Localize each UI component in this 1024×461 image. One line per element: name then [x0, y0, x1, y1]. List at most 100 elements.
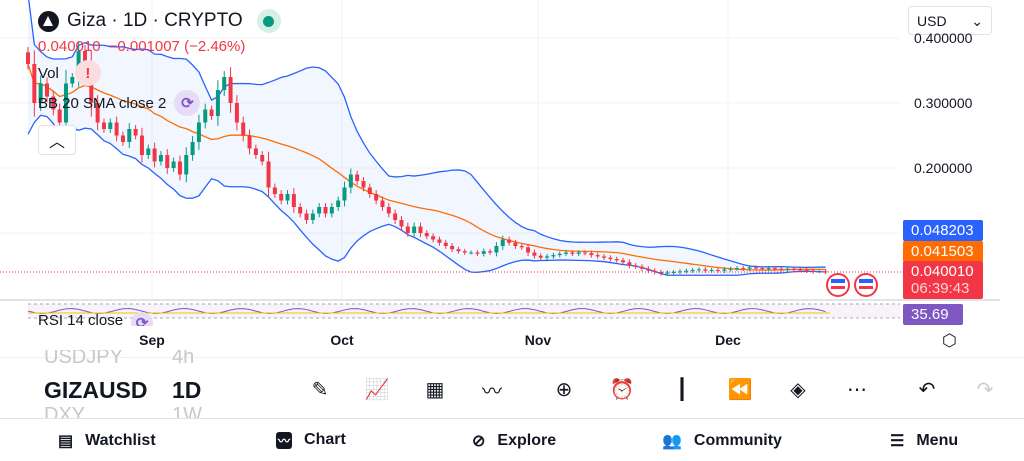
- candle: [209, 109, 214, 116]
- candle: [146, 148, 151, 155]
- candle: [791, 268, 796, 270]
- collapse-legend-button[interactable]: ︿: [38, 125, 76, 155]
- nav-chart[interactable]: 〰 Chart: [276, 431, 346, 449]
- indicators-icon[interactable]: 📈: [364, 378, 390, 401]
- x-tick: Sep: [139, 332, 165, 348]
- us-flag-icon: [859, 286, 873, 289]
- candle: [342, 187, 347, 201]
- candle: [386, 207, 391, 214]
- nav-menu[interactable]: ☰ Menu: [890, 431, 958, 451]
- x-tick: Dec: [715, 332, 741, 348]
- draw-icon[interactable]: ✎: [311, 378, 329, 401]
- candle: [82, 51, 87, 64]
- current-interval: 1D: [172, 377, 202, 403]
- more-icon[interactable]: ⋯: [847, 378, 867, 401]
- templates-icon[interactable]: ▦: [425, 378, 445, 401]
- candle: [57, 109, 62, 123]
- add-icon[interactable]: ⊕: [555, 378, 573, 401]
- nav-explore[interactable]: ⊘ Explore: [472, 431, 556, 451]
- candle: [418, 226, 423, 233]
- market-status-icon: [256, 9, 281, 33]
- candle: [709, 270, 714, 272]
- bb-upper-line: [28, 0, 826, 269]
- refresh-icon[interactable]: ⟳: [131, 312, 154, 326]
- indicator-bb[interactable]: BB 20 SMA close 2 ⟳: [38, 90, 201, 116]
- candle: [810, 270, 815, 272]
- giza-logo-icon: [38, 10, 59, 32]
- candle: [190, 142, 195, 155]
- candle: [576, 252, 581, 254]
- menu-icon: ☰: [890, 433, 905, 450]
- candle: [51, 96, 56, 110]
- replay-icon[interactable]: ⏪: [727, 378, 753, 401]
- candle: [538, 255, 543, 258]
- candle: [323, 207, 328, 214]
- candle: [272, 187, 277, 194]
- us-flag-icon: [854, 273, 878, 297]
- candle: [481, 251, 486, 254]
- x-tick: Nov: [524, 332, 552, 348]
- candle: [399, 220, 404, 227]
- alert-icon[interactable]: ⏰: [609, 378, 635, 401]
- rsi-label: RSI 14 close: [38, 312, 124, 326]
- last-price-label: 0.040010: [911, 263, 974, 280]
- candle: [747, 267, 752, 269]
- candle: [317, 207, 322, 214]
- candle: [456, 249, 461, 252]
- nav-label: Chart: [304, 431, 346, 448]
- candle: [671, 272, 676, 273]
- nav-watchlist[interactable]: ▤ Watchlist: [58, 431, 156, 451]
- candle: [304, 213, 309, 220]
- error-icon[interactable]: !: [74, 60, 101, 86]
- candle: [374, 194, 379, 201]
- symbol-title[interactable]: Giza · 1D · CRYPTO: [38, 9, 281, 33]
- chart-icon: 〰: [276, 431, 293, 449]
- us-flag-icon: [859, 279, 873, 283]
- redo-icon[interactable]: ↷: [976, 378, 994, 401]
- indicator-vol[interactable]: Vol!: [38, 60, 101, 86]
- undo-icon[interactable]: ↶: [918, 378, 936, 401]
- candle: [38, 83, 43, 103]
- candle: [412, 226, 417, 233]
- candle: [348, 174, 353, 188]
- symbol-picker-next[interactable]: DXY 1W: [44, 404, 304, 418]
- bb-label: BB 20 SMA close 2: [38, 94, 167, 112]
- chart-settings-icon[interactable]: ⬡: [942, 331, 957, 350]
- candle: [298, 207, 303, 214]
- indicator-rsi[interactable]: RSI 14 close ⟳: [38, 312, 154, 326]
- layers-icon[interactable]: ◈: [790, 378, 806, 401]
- candle: [120, 135, 125, 142]
- candle: [684, 270, 689, 272]
- candle: [329, 207, 334, 214]
- y-tick: 0.200000: [914, 160, 973, 176]
- candle: [595, 255, 600, 257]
- candle: [393, 213, 398, 220]
- y-tick: 0.300000: [914, 95, 973, 111]
- compass-icon: ⊘: [472, 433, 486, 450]
- chart-type-icon[interactable]: ┃: [675, 378, 689, 401]
- nav-label: Explore: [497, 432, 557, 449]
- candle: [285, 194, 290, 201]
- candle: [336, 200, 341, 207]
- candle: [443, 242, 448, 246]
- candle: [614, 259, 619, 261]
- candle: [361, 181, 366, 188]
- compare-icon[interactable]: 〰: [482, 380, 502, 403]
- candle: [652, 270, 657, 272]
- candle: [405, 226, 410, 233]
- nav-community[interactable]: 👥 Community: [662, 431, 782, 451]
- candle: [196, 122, 201, 142]
- candle: [690, 270, 695, 272]
- candle: [165, 155, 170, 168]
- candle: [602, 256, 607, 258]
- candle: [355, 174, 360, 181]
- refresh-icon[interactable]: ⟳: [174, 90, 201, 116]
- symbol-picker-prev[interactable]: USDJPY 4h: [44, 350, 304, 364]
- candle: [171, 161, 176, 168]
- currency-select[interactable]: USD ⌄: [908, 6, 992, 35]
- chevron-up-icon: ︿: [48, 134, 65, 151]
- symbol-picker-current[interactable]: GIZAUSD 1D: [44, 377, 304, 404]
- rsi-value-label: 35.69: [903, 304, 963, 325]
- candle: [253, 148, 258, 155]
- bollinger-fill: [28, 0, 826, 276]
